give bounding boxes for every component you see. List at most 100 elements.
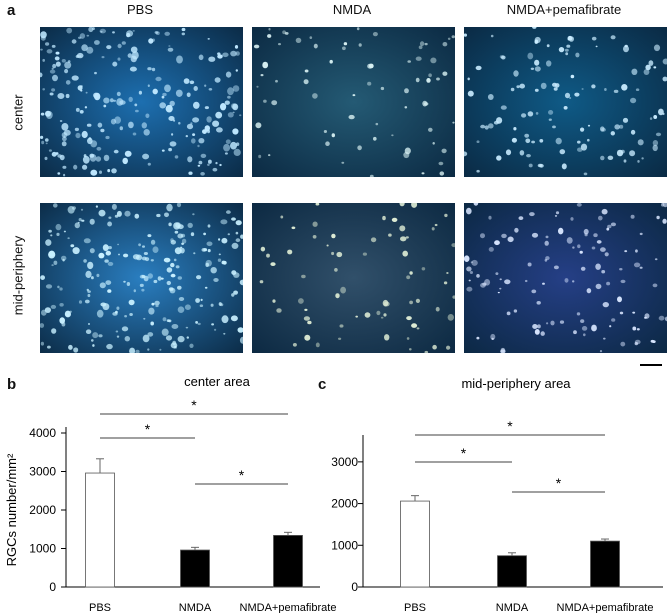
rgc-cell (79, 33, 86, 39)
significance-star: * (191, 397, 197, 413)
rgc-cell (258, 154, 262, 159)
rgc-cell (193, 252, 196, 255)
rgc-cell (639, 266, 643, 269)
rgc-cell (312, 221, 318, 227)
rgc-cell (126, 282, 131, 286)
rgc-cell (271, 100, 278, 106)
rgc-cell (287, 249, 293, 255)
rgc-cell (380, 316, 384, 319)
rgc-cell (610, 131, 615, 136)
row-label-center: center (10, 94, 26, 131)
rgc-cell (193, 101, 200, 109)
rgc-cell (466, 266, 472, 272)
rgc-cell (207, 129, 210, 134)
rgc-cell (89, 154, 97, 162)
rgc-cell (62, 165, 67, 169)
rgc-cell (476, 140, 480, 143)
rgc-cell (126, 32, 131, 38)
micrograph-background (252, 27, 455, 177)
rgc-cell (170, 342, 178, 349)
rgc-cell (564, 278, 569, 283)
rgc-cell (50, 304, 57, 309)
rgc-cell (270, 262, 276, 266)
rgc-cell (147, 332, 154, 337)
rgc-cell (567, 38, 570, 41)
rgc-cell (184, 304, 191, 310)
rgc-cell (623, 45, 629, 53)
rgc-cell (452, 295, 455, 299)
x-tick-label: NMDA+pemafibrate (557, 602, 654, 613)
rgc-cell (162, 317, 167, 322)
rgc-cell (519, 83, 525, 89)
rgc-cell (170, 262, 175, 268)
rgc-cell (164, 84, 171, 93)
rgc-cell (339, 324, 344, 328)
rgc-cell (630, 97, 637, 104)
rgc-cell (54, 56, 60, 61)
rgc-cell (89, 218, 95, 225)
rgc-cell (255, 122, 262, 129)
rgc-cell (135, 109, 139, 113)
rgc-cell (155, 76, 162, 82)
rgc-cell (315, 203, 320, 206)
rgc-cell (85, 91, 88, 94)
rgc-cell (121, 41, 126, 45)
rgc-cell (178, 121, 181, 125)
rgc-cell (309, 36, 313, 39)
rgc-cell (193, 86, 198, 91)
chart-title: center area (184, 374, 251, 389)
rgc-cell (207, 163, 210, 166)
rgc-cell (231, 270, 237, 275)
rgc-cell (79, 110, 84, 114)
rgc-cell (154, 31, 159, 34)
rgc-cell (129, 313, 133, 316)
rgc-cell (147, 348, 150, 351)
rgc-cell (138, 90, 142, 95)
rgc-cell (141, 288, 145, 292)
rgc-cell (561, 163, 567, 170)
rgc-cell (418, 45, 423, 50)
rgc-cell (186, 92, 191, 98)
rgc-cell (156, 213, 161, 218)
rgc-cell (419, 41, 425, 47)
rgc-cell (123, 253, 129, 258)
rgc-cell (424, 42, 428, 46)
rgc-cell (207, 224, 211, 228)
rgc-cell (415, 298, 420, 303)
rgc-cell (171, 133, 174, 136)
rgc-cell (606, 281, 611, 286)
rgc-cell (415, 77, 420, 83)
rgc-cell (88, 27, 94, 33)
rgc-cell (611, 318, 616, 322)
rgc-cell (587, 124, 591, 127)
rgc-cell (256, 85, 259, 88)
rgc-cell (468, 279, 471, 282)
rgc-cell (527, 262, 532, 267)
rgc-cell (471, 259, 478, 266)
bar (180, 549, 210, 588)
rgc-cell (629, 150, 636, 157)
rgc-cell (41, 140, 45, 145)
rgc-cell (195, 321, 199, 324)
rgc-cell (130, 55, 137, 63)
y-tick-label: 2000 (29, 503, 56, 517)
rgc-cell (593, 233, 598, 238)
rgc-cell (235, 69, 238, 72)
rgc-cell (92, 344, 95, 347)
rgc-cell (100, 128, 105, 133)
rgc-cell (595, 45, 598, 48)
rgc-cell (364, 312, 371, 318)
rgc-cell (42, 58, 45, 62)
x-tick-label: PBS (404, 602, 426, 613)
rgc-cell (304, 308, 308, 311)
rgc-cell (662, 76, 667, 82)
rgc-cell (304, 69, 309, 73)
rgc-cell (424, 350, 429, 353)
rgc-cell (648, 60, 654, 66)
rgc-cell (45, 138, 49, 142)
rgc-cell (577, 140, 581, 144)
rgc-cell (105, 250, 112, 256)
rgc-cell (192, 213, 195, 216)
rgc-cell (464, 151, 468, 157)
rgc-cell (566, 44, 571, 48)
